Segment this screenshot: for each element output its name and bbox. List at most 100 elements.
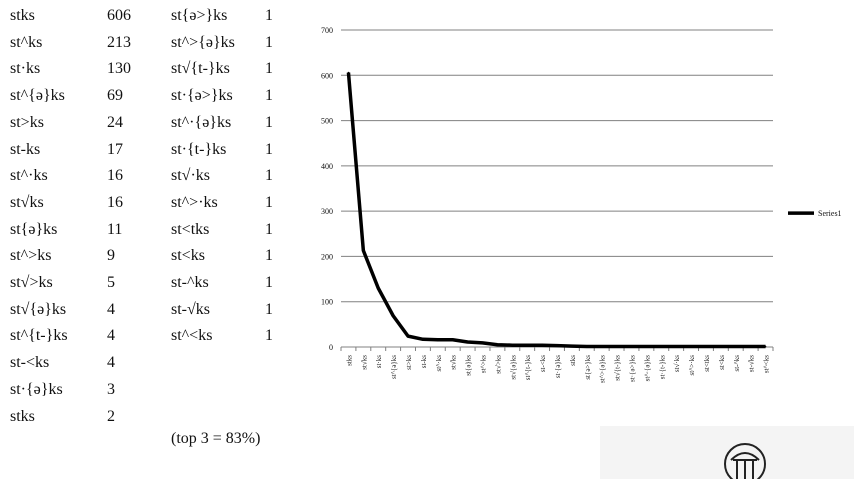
x-tick-label: st^>·ks <box>688 355 696 376</box>
count-cell: 16 <box>107 193 123 211</box>
data-point <box>362 249 365 252</box>
data-point <box>437 338 439 341</box>
data-point <box>645 345 648 348</box>
x-tick-label: st·{ə}ks <box>554 355 562 378</box>
data-point <box>481 342 484 344</box>
y-tick-label: 700 <box>321 26 333 35</box>
x-tick-label: st√{ə}ks <box>509 355 517 380</box>
count-cell: 4 <box>107 354 115 372</box>
form-cell: st-ks <box>10 140 41 158</box>
data-point <box>764 345 767 348</box>
x-tick-label: st·{ə>}ks <box>628 355 636 382</box>
form-cell: st^ks <box>10 33 43 51</box>
data-point <box>720 345 722 348</box>
form-cell: st^·ks <box>10 167 48 185</box>
data-point <box>660 345 663 348</box>
x-tick-label: st·ks <box>375 355 383 369</box>
y-tick-label: 600 <box>321 71 333 80</box>
count-cell: 1 <box>265 300 273 318</box>
x-tick-label: st√>ks <box>494 355 502 374</box>
legend-label: Series1 <box>818 209 842 218</box>
form-cell: st·{ə}ks <box>10 380 63 398</box>
count-cell: 4 <box>107 327 115 345</box>
y-tick-label: 100 <box>321 298 333 307</box>
count-cell: 213 <box>107 33 131 51</box>
count-cell: 606 <box>107 7 131 24</box>
x-tick-label: st√{t-}ks <box>614 355 622 381</box>
x-tick-label: st^<ks <box>763 355 771 373</box>
data-point <box>526 344 529 346</box>
count-cell: 1 <box>265 87 273 105</box>
count-cell: 69 <box>107 87 123 105</box>
count-cell: 5 <box>107 274 115 291</box>
form-cell: st{ə>}ks <box>171 7 228 24</box>
x-tick-label: st√ks <box>360 355 368 370</box>
count-cell: 1 <box>265 33 273 51</box>
data-point <box>630 345 633 348</box>
frequency-table: stks 606 st^ks 213 st·ks 130 st^{ə}ks 69 st>ks 24… <box>0 0 300 479</box>
x-tick-label: st{ə}ks <box>465 355 473 376</box>
x-tick-label: st{ə>}ks <box>584 355 592 380</box>
form-cell: st√·ks <box>171 167 211 185</box>
data-point <box>541 344 543 346</box>
x-tick-label: st-√ks <box>748 355 756 372</box>
y-tick-label: 400 <box>321 162 333 171</box>
x-tick-label: st^>ks <box>480 355 488 373</box>
count-cell: 1 <box>265 140 273 158</box>
count-cell: 1 <box>265 7 273 24</box>
university-seal-logo <box>724 443 766 484</box>
form-cell: st-√ks <box>171 300 211 318</box>
data-point <box>377 287 380 289</box>
data-point <box>466 341 469 343</box>
count-cell: 2 <box>107 407 115 425</box>
x-tick-label: st^·{ə}ks <box>643 355 651 382</box>
data-point <box>585 345 588 348</box>
x-tick-label: st^{t-}ks <box>524 355 532 380</box>
data-point <box>734 345 737 348</box>
x-tick-label: st<ks <box>718 355 726 370</box>
y-tick-label: 0 <box>329 343 333 352</box>
count-cell: 4 <box>107 300 115 318</box>
data-point <box>600 345 603 348</box>
y-tick-label: 200 <box>321 252 333 261</box>
form-cell: st√{ə}ks <box>10 300 67 318</box>
x-tick-label: st^·ks <box>435 355 443 372</box>
x-tick-label: st√·ks <box>673 355 681 372</box>
data-point <box>347 71 350 74</box>
x-tick-label: stks <box>569 355 577 366</box>
form-cell: st^{ə}ks <box>10 87 65 105</box>
data-point <box>556 344 558 347</box>
form-cell: st√{t-}ks <box>171 60 230 78</box>
x-tick-label: stks <box>345 355 353 366</box>
form-cell: st{ə}ks <box>10 220 58 238</box>
x-tick-label: st>ks <box>405 355 413 370</box>
count-cell: 3 <box>107 380 115 398</box>
data-point <box>407 335 409 337</box>
form-cell: stks <box>10 7 35 24</box>
count-cell: 16 <box>107 167 123 185</box>
form-cell: st^>{ə}ks <box>171 33 235 51</box>
logo-area <box>600 426 854 484</box>
x-tick-label: st-<ks <box>539 355 547 372</box>
data-point <box>451 338 454 341</box>
x-tick-label: st^>{ə}ks <box>599 355 607 383</box>
form-cell: st-^ks <box>171 274 209 291</box>
chart: 0 100 200 300 400 500 600 700 stks st√ks st·ks st^{… <box>300 0 854 440</box>
line-chart-svg: 0 100 200 300 400 500 600 700 stks st√ks st·ks st^{… <box>321 26 842 383</box>
x-tick-label: st^{ə}ks <box>390 355 398 379</box>
form-cell: st<ks <box>171 247 205 265</box>
count-cell: 1 <box>265 247 273 265</box>
count-cell: 1 <box>265 220 273 238</box>
data-point <box>705 345 707 348</box>
count-cell: 130 <box>107 60 131 78</box>
form-cell: st·{t-}ks <box>171 140 227 158</box>
series-line <box>346 72 766 349</box>
form-cell: st^·{ə}ks <box>171 113 232 131</box>
form-cell: st^<ks <box>171 327 213 345</box>
form-cell: st^{t-}ks <box>10 327 68 345</box>
data-point <box>615 345 618 348</box>
data-point <box>511 344 514 346</box>
form-cell: st^>·ks <box>171 193 218 211</box>
x-tick-label: st·{t-}ks <box>658 355 666 379</box>
form-cell: st√>ks <box>10 274 53 291</box>
